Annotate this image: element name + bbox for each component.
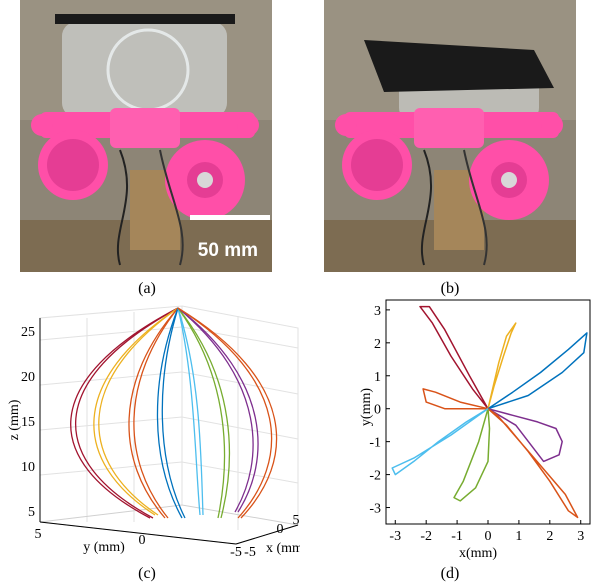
c-series-line xyxy=(133,307,179,519)
photo-panel-a: 50 mm xyxy=(20,0,272,272)
d-series-line xyxy=(419,305,489,410)
chart-c-series xyxy=(70,307,278,519)
c-series-line xyxy=(74,307,179,519)
caption-b: (b) xyxy=(440,280,460,297)
chart-d-x-ticks: -3 -2 -1 0 1 2 3 xyxy=(389,520,584,544)
c-series-line xyxy=(177,307,231,519)
c-series-line xyxy=(177,307,201,516)
d-series-line xyxy=(391,408,489,476)
c-xlabel: x (mm) xyxy=(266,541,300,556)
c-xtick-5: 5 xyxy=(293,513,300,528)
c-ztick-20: 20 xyxy=(21,370,35,385)
tilted-board xyxy=(364,40,554,92)
chart-c-3d-trajectories: 25 20 15 10 5 z (mm) 5 0 -5 y (mm) -5 0 … xyxy=(7,305,300,560)
d-xtick-label: 3 xyxy=(577,529,584,544)
chart-d-y-ticks: 3 2 1 0 -1 -2 -3 xyxy=(369,304,390,517)
c-series-line xyxy=(177,307,259,513)
c-ztick-10: 10 xyxy=(21,460,35,475)
c-ytick-5: 5 xyxy=(35,527,42,542)
c-series-line xyxy=(177,307,278,519)
chart-c-grid xyxy=(39,305,299,530)
c-zlabel: z (mm) xyxy=(7,399,22,440)
d-xlabel: x(mm) xyxy=(459,546,497,561)
c-xtick-0: 0 xyxy=(277,522,284,537)
c-series-line xyxy=(177,307,204,516)
chart-c-floor xyxy=(39,504,299,545)
d-series-line xyxy=(453,408,491,502)
c-series-line xyxy=(70,307,179,519)
chart-d-xy-trajectories: 3 2 1 0 -1 -2 -3 -3 -2 -1 0 1 2 3 y(mm) x(mm) xyxy=(359,299,591,561)
d-xtick-label: -1 xyxy=(451,529,463,544)
d-ylabel: y(mm) xyxy=(359,388,374,426)
chart-d-series xyxy=(391,305,588,519)
scale-bar-label: 50 mm xyxy=(198,240,258,261)
d-series-line xyxy=(422,388,489,410)
d-ytick-label: 1 xyxy=(374,370,381,385)
c-series-line xyxy=(161,307,186,519)
photo-panel-b xyxy=(324,0,576,272)
top-board xyxy=(55,14,235,24)
d-series-line xyxy=(487,408,579,519)
c-series-line xyxy=(177,307,226,519)
caption-a: (a) xyxy=(138,280,156,297)
caption-c: (c) xyxy=(138,565,156,582)
chart-c-y-axis xyxy=(39,521,237,545)
d-ytick-label: 2 xyxy=(374,337,381,352)
c-ztick-15: 15 xyxy=(21,415,35,430)
d-ytick-label: 0 xyxy=(374,403,381,418)
d-series-line xyxy=(487,407,563,463)
c-series-line xyxy=(98,307,179,516)
d-xtick-label: 1 xyxy=(515,529,522,544)
d-xtick-label: -3 xyxy=(389,529,401,544)
d-xtick-label: -2 xyxy=(420,529,432,544)
c-ztick-5: 5 xyxy=(28,505,35,520)
c-xtick-neg5: -5 xyxy=(244,545,256,560)
photo-b-illustration xyxy=(324,0,576,272)
c-ytick-0: 0 xyxy=(139,533,146,548)
chart-c-x-axis xyxy=(235,524,299,545)
d-series-line xyxy=(487,322,517,409)
c-ztick-25: 25 xyxy=(21,325,35,340)
c-ytick-neg5: -5 xyxy=(230,545,242,560)
d-ytick-label: -1 xyxy=(369,436,381,451)
c-series-line xyxy=(128,307,179,519)
d-ytick-label: 3 xyxy=(374,304,381,319)
d-ytick-label: -3 xyxy=(369,502,381,517)
d-ytick-label: -2 xyxy=(369,469,381,484)
c-series-line xyxy=(177,307,254,513)
d-series-line xyxy=(487,332,588,410)
caption-d: (d) xyxy=(440,565,460,582)
photo-a-illustration xyxy=(20,0,272,272)
scale-bar-overlay: 50 mm xyxy=(198,240,258,261)
c-series-line xyxy=(93,307,179,516)
d-xtick-label: 0 xyxy=(485,529,492,544)
scale-bar xyxy=(190,215,270,220)
c-series-line xyxy=(177,307,273,519)
c-ylabel: y (mm) xyxy=(83,540,125,555)
c-series-line xyxy=(156,307,183,519)
d-xtick-label: 2 xyxy=(546,529,553,544)
